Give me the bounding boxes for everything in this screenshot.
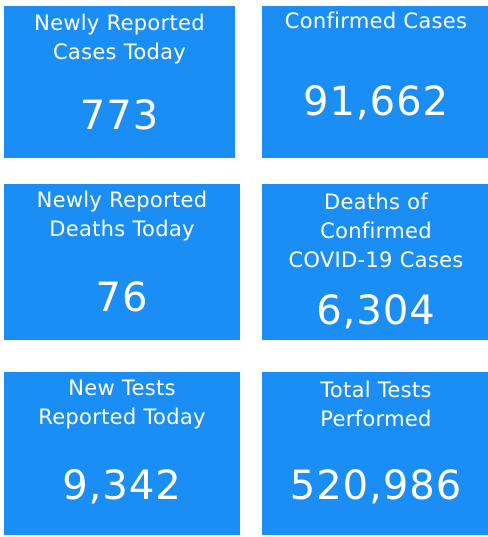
total-tests-tile: Total Tests Performed 520,986 — [262, 372, 488, 535]
newly-reported-cases-tile: Newly Reported Cases Today 773 — [4, 6, 235, 158]
confirmed-cases-tile: Confirmed Cases 91,662 — [262, 6, 488, 158]
new-tests-tile: New Tests Reported Today 9,342 — [4, 372, 240, 535]
tile-label: Deaths of Confirmed COVID-19 Cases — [288, 190, 464, 272]
tile-label: Newly Reported Deaths Today — [36, 188, 208, 241]
tile-label: Confirmed Cases — [284, 9, 468, 33]
tile-value: 91,662 — [303, 79, 449, 125]
tile-label: New Tests Reported Today — [38, 376, 206, 429]
tile-label: Total Tests Performed — [320, 378, 432, 431]
tile-label: Newly Reported Cases Today — [34, 11, 205, 64]
confirmed-deaths-tile: Deaths of Confirmed COVID-19 Cases 6,304 — [262, 184, 488, 340]
tile-value: 773 — [79, 93, 160, 139]
tile-value: 520,986 — [289, 463, 463, 509]
newly-reported-deaths-tile: Newly Reported Deaths Today 76 — [4, 184, 240, 340]
tile-value: 6,304 — [316, 288, 436, 334]
tile-value: 76 — [95, 275, 149, 321]
tile-value: 9,342 — [62, 463, 182, 509]
